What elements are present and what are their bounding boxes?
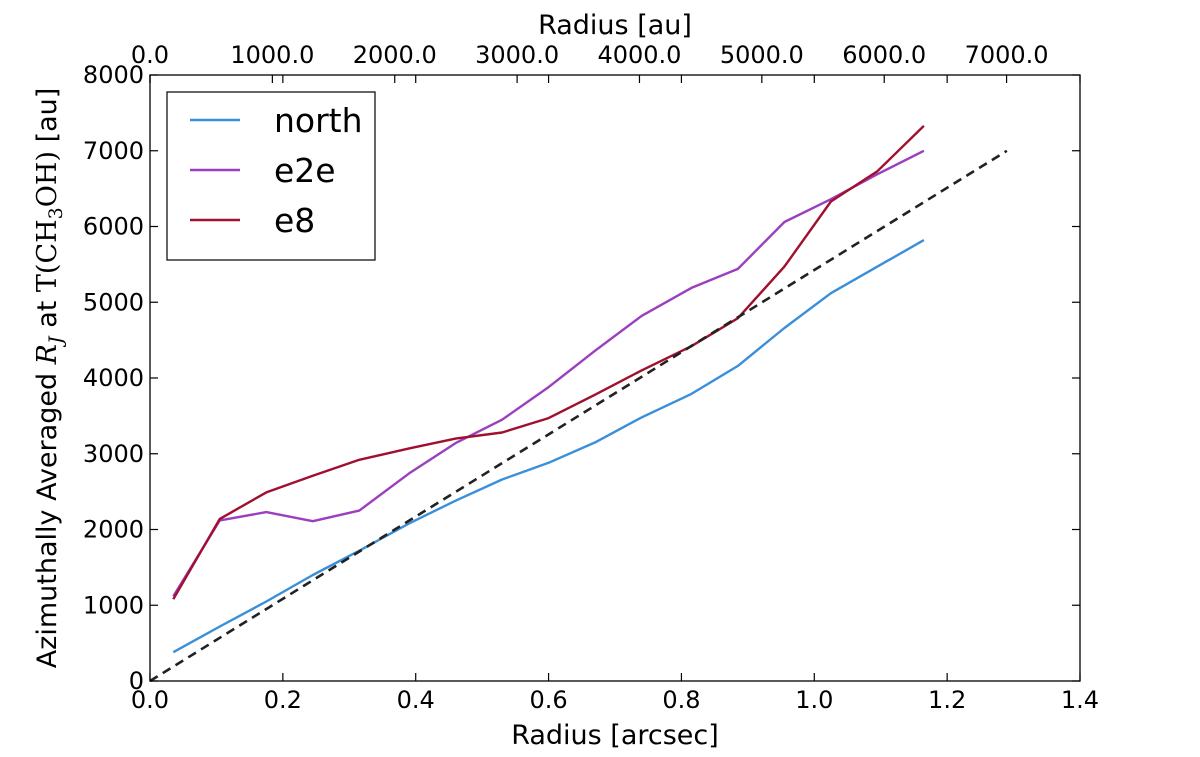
series-line-north [172,239,925,654]
y-axis-title: Azimuthally Averaged RJ at T(CH3OH) [au] [32,88,67,669]
top-x-axis-title: Radius [au] [538,10,692,41]
y-tick-label: 3000 [83,440,144,468]
x-tick-label: 0.0 [131,686,169,714]
x-tick-label: 1.0 [795,686,833,714]
top-x-tick-label: 7000.0 [965,41,1049,69]
x-tick-label: 1.4 [1061,686,1099,714]
x-tick-label: 0.4 [397,686,435,714]
series-lines [149,124,1008,683]
series-line-e2e [172,149,925,597]
y-tick-label: 1000 [83,591,144,619]
y-title-prefix: Azimuthally Averaged [32,364,63,668]
y-title-func: T(CH [32,219,63,292]
y-title-func-end: OH) [32,151,63,207]
legend: north e2e e8 [166,91,376,261]
x-tick-label: 0.8 [662,686,700,714]
legend-label-e2e: e2e [274,151,336,190]
y-title-func-sub: 3 [45,207,67,219]
y-tick-label: 0 [129,667,144,695]
x-tick-label: 1.2 [928,686,966,714]
top-x-tick-label: 3000.0 [475,41,559,69]
top-x-tick-label: 0.0 [131,41,169,69]
top-x-tick-label: 1000.0 [230,41,314,69]
legend-label-e8: e8 [274,201,315,240]
y-title-mid: at [32,292,63,336]
y-tick-label: 5000 [83,288,144,316]
y-tick-label: 4000 [83,364,144,392]
legend-label-north: north [274,101,363,140]
y-tick-label: 6000 [83,213,144,241]
series-line-e8 [172,124,925,600]
top-x-tick-label: 2000.0 [353,41,437,69]
axis-ticks: 0.0 0.2 0.4 0.6 0.8 1.0 1.2 1.4 0 1000 2000 3000 400… [83,41,1099,714]
x-tick-label: 0.6 [529,686,567,714]
y-title-var-sub: J [45,335,67,348]
y-tick-label: 7000 [83,137,144,165]
reference-line [149,149,1008,683]
top-x-tick-label: 6000.0 [842,41,926,69]
top-x-tick-label: 4000.0 [597,41,681,69]
y-title-var: R [32,344,63,365]
y-title-suffix: [au] [32,88,63,151]
top-x-tick-label: 5000.0 [720,41,804,69]
x-axis-title: Radius [arcsec] [511,720,719,751]
y-tick-label: 8000 [83,61,144,89]
x-tick-label: 0.2 [264,686,302,714]
y-tick-label: 2000 [83,516,144,544]
